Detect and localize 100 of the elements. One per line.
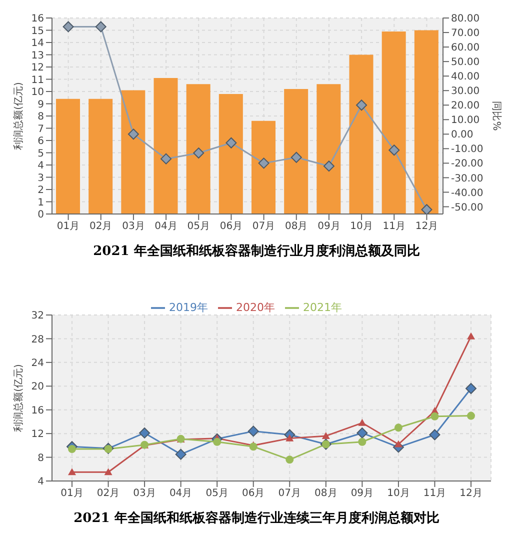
y-tick-label: 10 bbox=[31, 87, 44, 98]
point bbox=[258, 158, 270, 169]
legend-label: 2019年 bbox=[169, 301, 208, 314]
y2-tick-label: -30.00 bbox=[451, 173, 484, 184]
x-tick-label: 08月 bbox=[314, 488, 338, 500]
y-axis-title: 利润总额(亿元) bbox=[12, 82, 25, 150]
x-tick-label: 01月 bbox=[60, 488, 84, 500]
x-tick-label: 12月 bbox=[460, 488, 482, 500]
x-tick-label: 10月 bbox=[350, 221, 373, 232]
bar bbox=[121, 90, 146, 214]
x-tick-label: 07月 bbox=[278, 488, 302, 500]
point bbox=[430, 412, 439, 420]
x-tick-label: 06月 bbox=[220, 221, 243, 232]
y-tick-label: 4 bbox=[38, 476, 44, 488]
x-tick-label: 01月 bbox=[56, 221, 80, 232]
x-tick-label: 10月 bbox=[387, 488, 410, 500]
y2-tick-label: 70.00 bbox=[451, 28, 480, 40]
y-tick-label: 0 bbox=[38, 210, 44, 221]
y-tick-label: 1 bbox=[38, 197, 44, 208]
y2-tick-label: -40.00 bbox=[451, 188, 484, 199]
bar bbox=[154, 78, 178, 214]
y-tick-label: 12 bbox=[31, 62, 44, 74]
point bbox=[358, 438, 366, 446]
y-tick-label: 16 bbox=[31, 14, 44, 25]
y-tick-label: 20 bbox=[31, 382, 44, 393]
point bbox=[394, 424, 402, 432]
x-tick-label: 11月 bbox=[423, 488, 446, 500]
point bbox=[68, 468, 76, 476]
y-tick-label: 15 bbox=[31, 26, 44, 37]
bar bbox=[56, 98, 80, 214]
x-tick-label: 03月 bbox=[122, 221, 145, 232]
point bbox=[356, 100, 368, 111]
bar bbox=[218, 94, 243, 214]
x-tick-label: 09月 bbox=[350, 488, 374, 500]
bar bbox=[349, 54, 374, 214]
y-axis-title: 利润总额(亿元) bbox=[12, 364, 25, 432]
x-tick-label: 02月 bbox=[90, 221, 112, 232]
y-tick-label: 13 bbox=[31, 50, 44, 62]
y-tick-label: 5 bbox=[38, 148, 44, 160]
y-tick-label: 32 bbox=[31, 310, 44, 322]
y-tick-label: 16 bbox=[31, 405, 44, 416]
y2-tick-label: -20.00 bbox=[451, 158, 484, 170]
x-tick-label: 11月 bbox=[382, 221, 406, 232]
bar bbox=[284, 89, 308, 214]
legend-label: 2021年 bbox=[303, 301, 342, 314]
point bbox=[358, 418, 366, 426]
y-tick-label: 8 bbox=[38, 112, 44, 123]
bar bbox=[88, 98, 113, 214]
y-tick-label: 12 bbox=[31, 429, 44, 440]
point bbox=[290, 152, 302, 163]
point bbox=[193, 148, 204, 159]
point bbox=[286, 434, 294, 442]
point bbox=[95, 21, 106, 32]
x-tick-label: 04月 bbox=[169, 488, 192, 500]
y-tick-label: 4 bbox=[38, 160, 44, 172]
y2-tick-label: 10.00 bbox=[451, 115, 480, 126]
x-tick-label: 04月 bbox=[154, 221, 178, 232]
y2-tick-label: 0.00 bbox=[451, 130, 474, 141]
point bbox=[139, 427, 150, 438]
point bbox=[467, 332, 475, 340]
y2-tick-label: 80.00 bbox=[451, 14, 480, 25]
point bbox=[466, 383, 476, 394]
point bbox=[68, 444, 76, 453]
y2-tick-label: -50.00 bbox=[451, 202, 484, 214]
point bbox=[322, 432, 330, 439]
point bbox=[160, 153, 172, 164]
point bbox=[175, 448, 186, 460]
bar bbox=[252, 120, 276, 214]
y2-tick-label: 50.00 bbox=[451, 57, 480, 68]
point bbox=[128, 128, 139, 140]
y-tick-label: 2 bbox=[38, 185, 44, 196]
text: 2021 年全国纸和纸板容器制造行业月度利润总额及同比 bbox=[92, 242, 421, 260]
point bbox=[388, 144, 400, 156]
y-tick-label: 8 bbox=[38, 452, 44, 464]
x-tick-label: 03月 bbox=[133, 488, 156, 500]
point bbox=[429, 429, 440, 440]
x-tick-label: 08月 bbox=[285, 221, 308, 232]
bar bbox=[382, 31, 406, 214]
text: 2021 年全国纸和纸板容器制造行业连续三年月度利润总额对比 bbox=[72, 510, 440, 527]
x-tick-label: 02月 bbox=[96, 488, 120, 500]
bar bbox=[186, 84, 210, 214]
y-tick-label: 11 bbox=[31, 74, 44, 86]
y2-tick-label: 20.00 bbox=[451, 100, 480, 112]
point bbox=[62, 21, 74, 32]
point bbox=[323, 160, 334, 172]
point bbox=[248, 426, 259, 437]
bar bbox=[316, 84, 341, 214]
point bbox=[467, 412, 475, 420]
x-tick-label: 09月 bbox=[318, 221, 340, 232]
y2-axis-title: 同比% bbox=[490, 101, 502, 131]
point bbox=[286, 456, 294, 464]
x-tick-label: 07月 bbox=[252, 221, 276, 232]
x-tick-label: 06月 bbox=[242, 488, 265, 500]
x-tick-label: 05月 bbox=[206, 488, 228, 500]
y-tick-label: 14 bbox=[31, 38, 44, 50]
y-tick-label: 6 bbox=[38, 136, 44, 148]
x-tick-label: 12月 bbox=[415, 221, 438, 232]
y-tick-label: 24 bbox=[31, 358, 44, 369]
point bbox=[213, 438, 222, 446]
y2-tick-label: 60.00 bbox=[451, 42, 480, 54]
